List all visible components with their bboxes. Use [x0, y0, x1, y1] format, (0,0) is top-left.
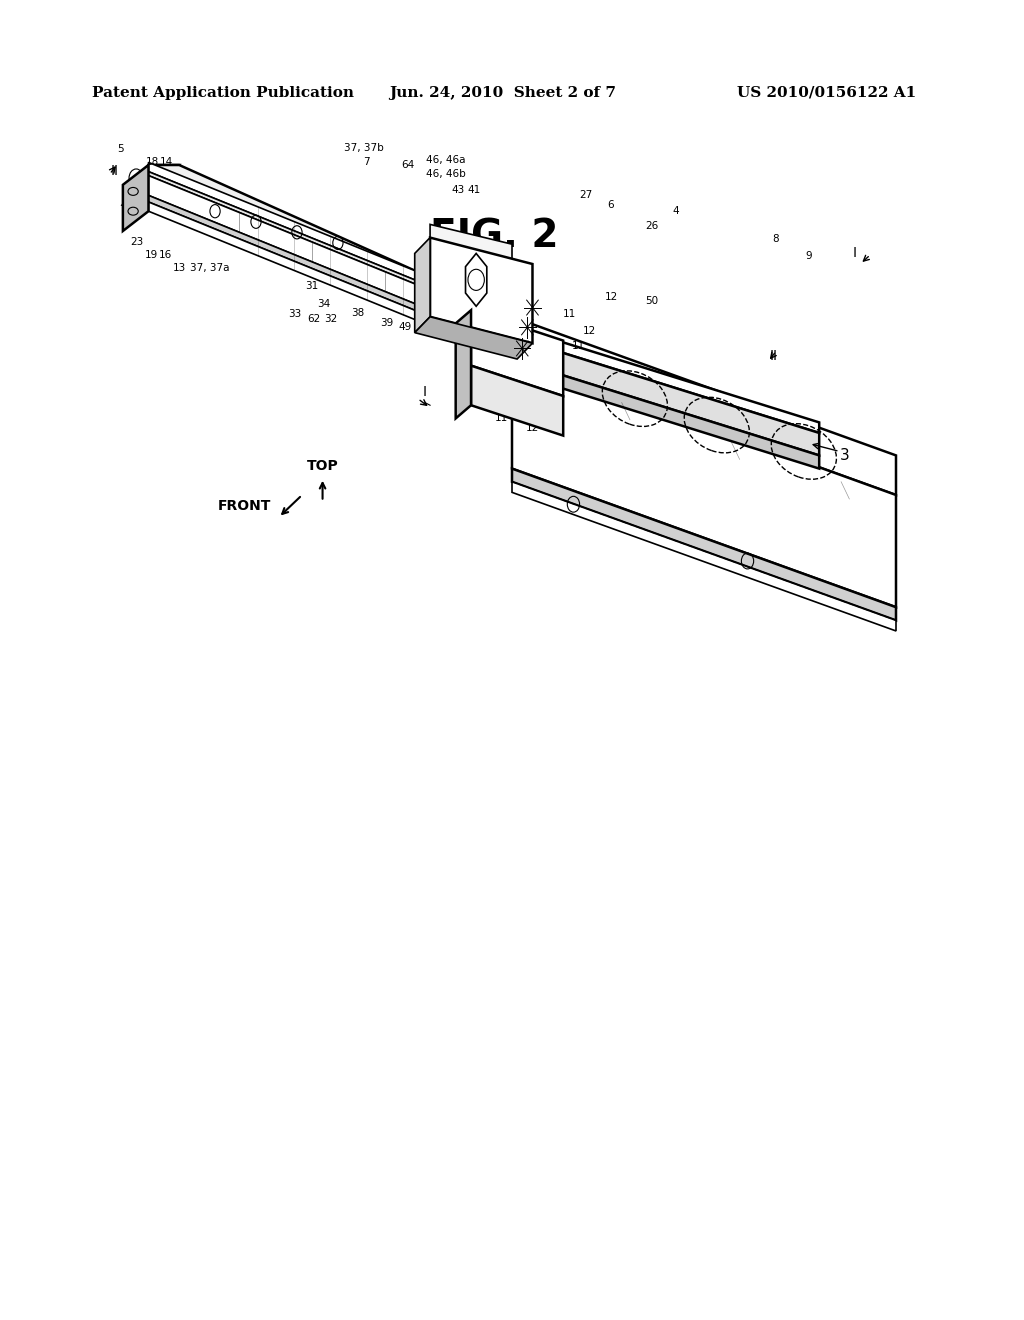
- Text: 62: 62: [308, 314, 321, 325]
- Polygon shape: [148, 165, 512, 314]
- Text: 11: 11: [496, 413, 508, 424]
- Text: 32: 32: [325, 314, 337, 325]
- Text: 46, 46b: 46, 46b: [426, 169, 465, 180]
- Text: 12: 12: [605, 292, 617, 302]
- Text: 39: 39: [381, 318, 393, 329]
- Text: 9: 9: [806, 251, 812, 261]
- Polygon shape: [148, 172, 512, 323]
- Text: 27: 27: [580, 190, 592, 201]
- Polygon shape: [481, 317, 819, 433]
- Text: 18: 18: [146, 157, 159, 168]
- Text: 50: 50: [645, 296, 657, 306]
- Text: 19: 19: [145, 249, 158, 260]
- Polygon shape: [430, 224, 512, 310]
- Polygon shape: [148, 176, 512, 343]
- Text: 49: 49: [399, 322, 412, 333]
- Text: 11: 11: [572, 341, 585, 351]
- Text: 3: 3: [840, 447, 850, 463]
- Text: 16: 16: [160, 249, 172, 260]
- Text: 26: 26: [646, 220, 658, 231]
- Text: US 2010/0156122 A1: US 2010/0156122 A1: [737, 86, 916, 100]
- Polygon shape: [148, 169, 512, 317]
- Polygon shape: [466, 253, 486, 306]
- Polygon shape: [415, 317, 532, 359]
- Polygon shape: [512, 469, 896, 620]
- Text: Patent Application Publication: Patent Application Publication: [92, 86, 354, 100]
- Text: I: I: [423, 384, 427, 399]
- Text: I: I: [853, 246, 857, 260]
- Text: 4: 4: [673, 206, 679, 216]
- Text: 38: 38: [351, 308, 364, 318]
- Text: Jun. 24, 2010  Sheet 2 of 7: Jun. 24, 2010 Sheet 2 of 7: [389, 86, 616, 100]
- Text: 8: 8: [772, 234, 778, 244]
- Polygon shape: [512, 317, 896, 495]
- Polygon shape: [123, 165, 148, 231]
- Text: 37, 37b: 37, 37b: [344, 143, 383, 153]
- Polygon shape: [471, 366, 563, 436]
- Polygon shape: [148, 195, 512, 350]
- Polygon shape: [456, 310, 471, 418]
- Text: 5: 5: [118, 144, 124, 154]
- Text: 37, 37a: 37, 37a: [190, 263, 229, 273]
- Polygon shape: [148, 202, 512, 359]
- Text: 46, 46a: 46, 46a: [426, 154, 465, 165]
- Text: 43: 43: [452, 185, 464, 195]
- Text: 12: 12: [526, 422, 539, 433]
- Polygon shape: [471, 310, 563, 396]
- Text: II: II: [770, 350, 778, 363]
- Text: 6: 6: [607, 199, 613, 210]
- Text: 33: 33: [289, 309, 301, 319]
- Text: 13: 13: [173, 263, 185, 273]
- Text: FRONT: FRONT: [218, 499, 271, 512]
- Polygon shape: [481, 327, 819, 455]
- Polygon shape: [512, 356, 896, 607]
- Polygon shape: [430, 238, 532, 343]
- Text: 34: 34: [317, 298, 330, 309]
- Polygon shape: [415, 238, 430, 333]
- Text: 41: 41: [468, 185, 480, 195]
- Polygon shape: [512, 482, 896, 631]
- Text: II: II: [111, 164, 119, 178]
- Text: TOP: TOP: [306, 458, 339, 473]
- Text: FIG. 2: FIG. 2: [430, 218, 558, 256]
- Text: 31: 31: [305, 281, 317, 292]
- Text: 12: 12: [584, 326, 596, 337]
- Text: 14: 14: [161, 157, 173, 168]
- Text: 11: 11: [563, 309, 575, 319]
- Text: 64: 64: [401, 160, 414, 170]
- Polygon shape: [148, 162, 512, 319]
- Polygon shape: [481, 350, 819, 469]
- Text: 23: 23: [131, 236, 143, 247]
- Text: 7: 7: [364, 157, 370, 168]
